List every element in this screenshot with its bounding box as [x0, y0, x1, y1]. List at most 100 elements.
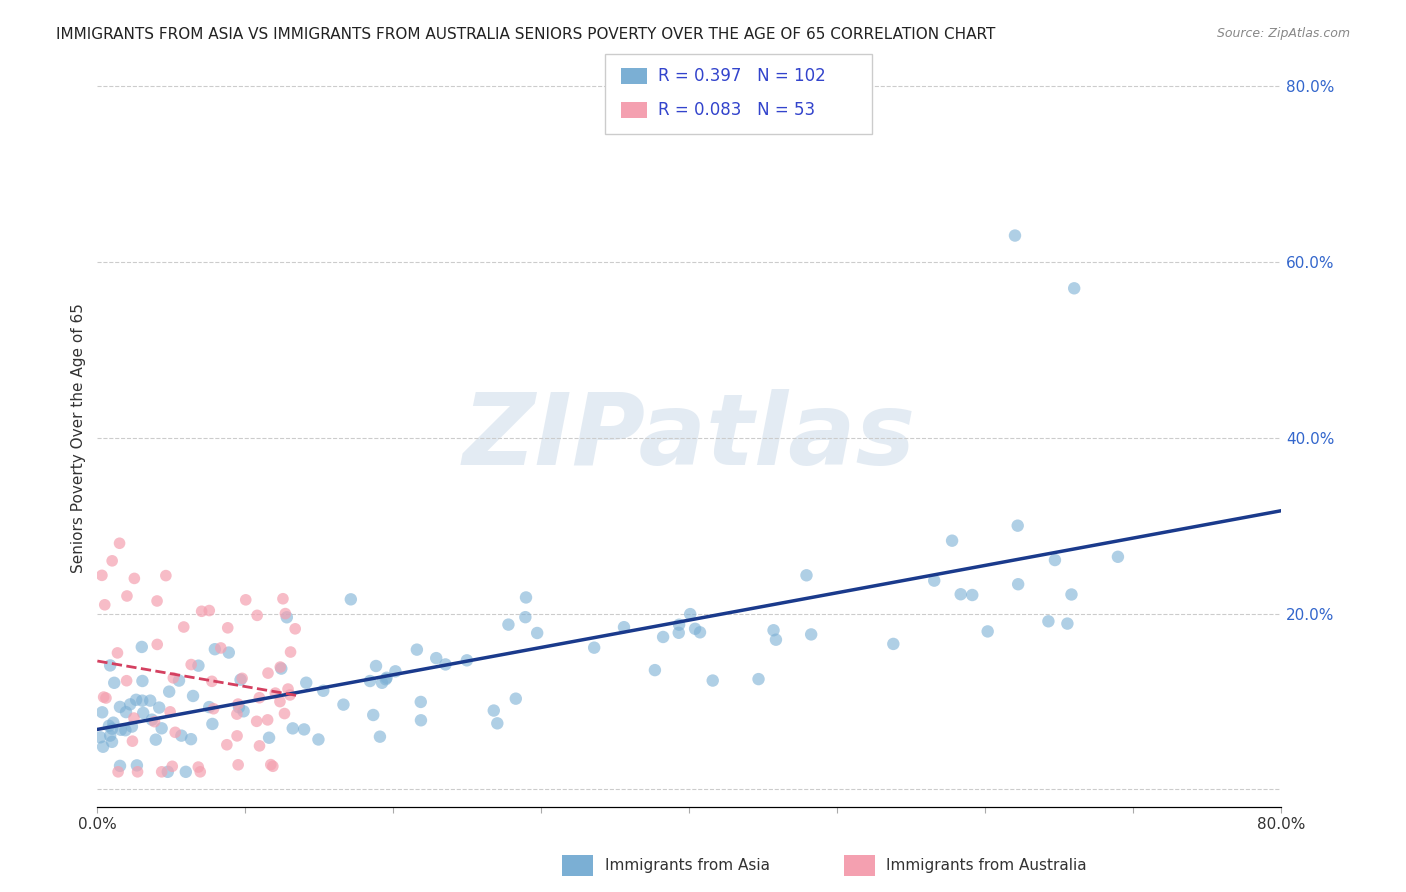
Point: [90, 568, 112, 582]
Point: [668, 617, 690, 632]
Y-axis label: Seniors Poverty Over the Age of 65: Seniors Poverty Over the Age of 65: [72, 302, 86, 573]
Point: [1063, 281, 1085, 295]
Point: [162, 759, 184, 773]
Point: [173, 620, 195, 634]
Point: [425, 651, 447, 665]
Point: [108, 536, 131, 550]
Point: [98, 729, 121, 743]
Point: [162, 671, 184, 685]
Point: [115, 589, 138, 603]
Point: [269, 660, 291, 674]
Point: [89, 731, 111, 745]
Point: [218, 646, 240, 660]
Text: Immigrants from Asia: Immigrants from Asia: [605, 858, 769, 872]
Point: [260, 757, 283, 772]
Point: [800, 627, 823, 641]
Point: [146, 637, 169, 651]
Point: [270, 662, 292, 676]
Point: [249, 739, 271, 753]
Point: [145, 732, 167, 747]
Point: [652, 630, 675, 644]
Point: [374, 673, 396, 687]
Point: [131, 673, 153, 688]
Point: [409, 713, 432, 727]
Point: [165, 725, 187, 739]
Point: [187, 760, 209, 774]
Point: [257, 731, 280, 745]
Point: [228, 700, 250, 714]
Text: IMMIGRANTS FROM ASIA VS IMMIGRANTS FROM AUSTRALIA SENIORS POVERTY OVER THE AGE O: IMMIGRANTS FROM ASIA VS IMMIGRANTS FROM …: [56, 27, 995, 42]
Point: [976, 624, 998, 639]
Point: [962, 588, 984, 602]
Point: [121, 734, 143, 748]
Point: [434, 657, 457, 672]
Point: [91, 706, 114, 720]
Point: [217, 621, 239, 635]
Point: [150, 764, 173, 779]
Point: [273, 706, 295, 721]
Point: [108, 700, 131, 714]
Point: [796, 568, 818, 582]
Point: [747, 672, 769, 686]
Point: [264, 686, 287, 700]
Point: [121, 720, 143, 734]
Point: [120, 698, 142, 712]
Point: [139, 693, 162, 707]
Point: [115, 673, 138, 688]
Point: [1056, 616, 1078, 631]
Point: [683, 622, 706, 636]
Point: [1004, 228, 1026, 243]
Point: [375, 671, 398, 685]
Point: [226, 697, 249, 711]
Point: [949, 587, 972, 601]
Point: [456, 653, 478, 667]
Point: [1107, 549, 1129, 564]
Point: [762, 624, 785, 638]
Point: [246, 608, 269, 623]
Point: [232, 704, 254, 718]
Point: [613, 620, 636, 634]
Point: [679, 607, 702, 621]
Point: [292, 723, 315, 737]
Point: [1007, 518, 1029, 533]
Point: [93, 690, 115, 704]
Point: [209, 640, 232, 655]
Point: [515, 610, 537, 624]
Point: [201, 674, 224, 689]
Point: [170, 729, 193, 743]
Point: [94, 691, 117, 706]
Point: [262, 759, 284, 773]
Point: [188, 764, 211, 779]
Point: [225, 707, 247, 722]
Point: [257, 666, 280, 681]
Point: [941, 533, 963, 548]
Point: [226, 757, 249, 772]
Point: [146, 594, 169, 608]
Point: [361, 708, 384, 723]
Point: [141, 713, 163, 727]
Point: [765, 632, 787, 647]
Point: [107, 646, 129, 660]
Point: [482, 704, 505, 718]
Point: [114, 723, 136, 738]
Point: [201, 717, 224, 731]
Point: [155, 568, 177, 582]
Point: [256, 713, 278, 727]
Point: [190, 604, 212, 618]
Point: [371, 675, 394, 690]
Point: [122, 711, 145, 725]
Point: [110, 723, 132, 737]
Point: [583, 640, 606, 655]
Point: [332, 698, 354, 712]
Point: [235, 592, 257, 607]
Point: [198, 603, 221, 617]
Point: [307, 732, 329, 747]
Point: [368, 730, 391, 744]
Point: [101, 554, 124, 568]
Point: [276, 610, 298, 624]
Point: [94, 598, 117, 612]
Point: [226, 729, 249, 743]
Point: [181, 689, 204, 703]
Point: [103, 675, 125, 690]
Point: [281, 722, 304, 736]
